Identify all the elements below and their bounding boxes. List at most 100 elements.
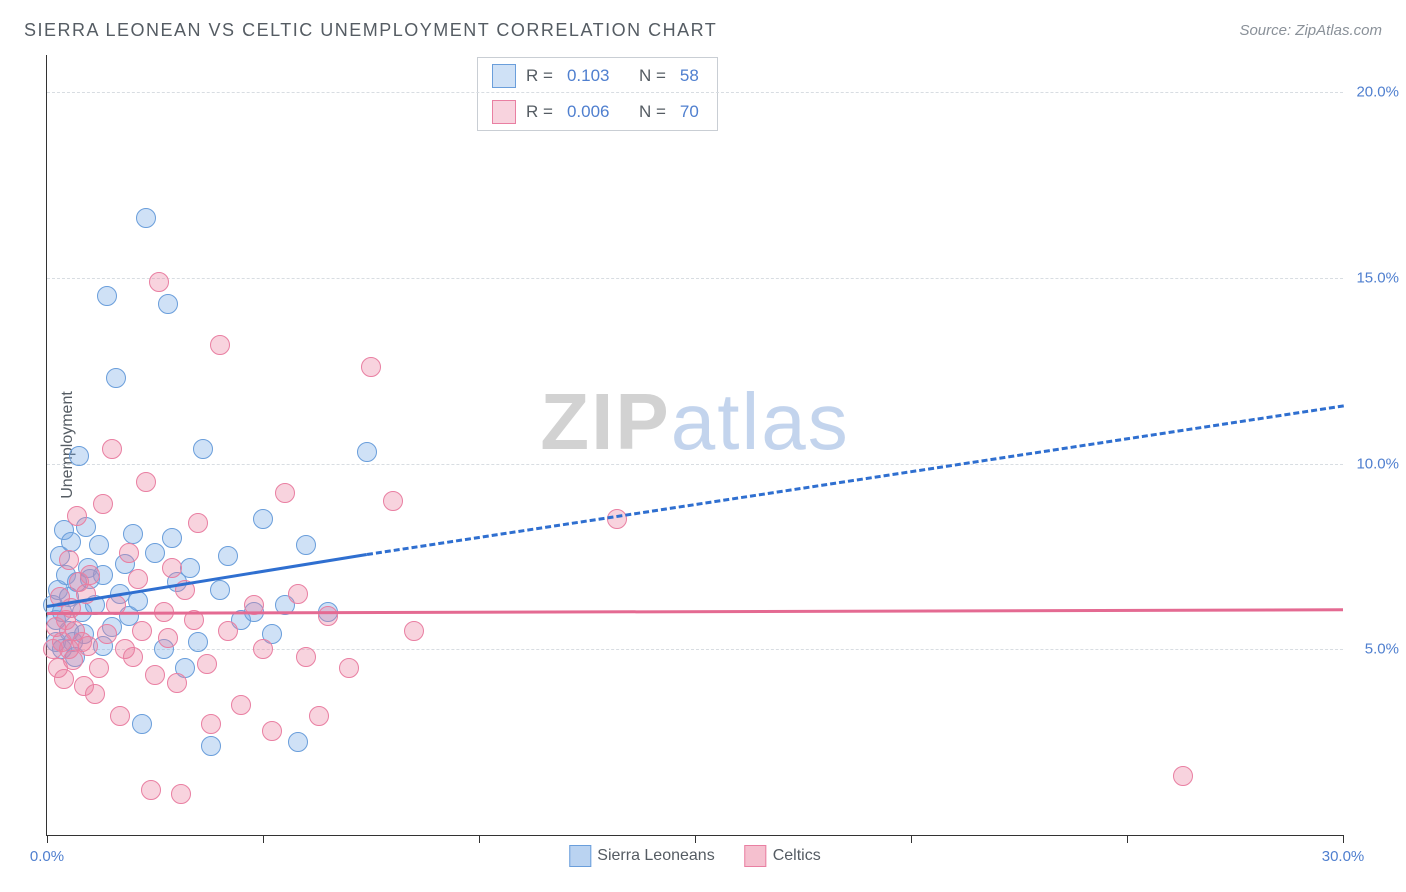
data-point	[162, 558, 182, 578]
data-point	[158, 294, 178, 314]
data-point	[318, 606, 338, 626]
data-point	[145, 543, 165, 563]
data-point	[97, 286, 117, 306]
legend-r-label: R =	[526, 66, 553, 86]
data-point	[80, 565, 100, 585]
legend-swatch	[492, 64, 516, 88]
data-point	[275, 483, 295, 503]
y-tick-label: 5.0%	[1365, 641, 1399, 658]
x-tick	[263, 835, 264, 843]
gridline	[47, 278, 1343, 279]
source-attribution: Source: ZipAtlas.com	[1239, 22, 1382, 39]
data-point	[180, 558, 200, 578]
gridline	[47, 464, 1343, 465]
data-point	[339, 658, 359, 678]
data-point	[210, 335, 230, 355]
data-point	[63, 650, 83, 670]
x-tick	[479, 835, 480, 843]
data-point	[89, 658, 109, 678]
data-point	[171, 784, 191, 804]
data-point	[106, 368, 126, 388]
data-point	[201, 736, 221, 756]
legend-row: R = 0.006 N = 70	[478, 94, 717, 130]
legend-n-label: N =	[639, 66, 666, 86]
legend-item: Celtics	[745, 845, 821, 867]
data-point	[210, 580, 230, 600]
data-point	[383, 491, 403, 511]
data-point	[123, 647, 143, 667]
correlation-legend: R = 0.103 N = 58 R = 0.006 N = 70	[477, 57, 718, 131]
data-point	[158, 628, 178, 648]
y-tick-label: 10.0%	[1356, 455, 1399, 472]
data-point	[607, 509, 627, 529]
gridline	[47, 92, 1343, 93]
data-point	[97, 624, 117, 644]
data-point	[296, 535, 316, 555]
trend-line	[366, 404, 1343, 556]
data-point	[188, 513, 208, 533]
data-point	[162, 528, 182, 548]
data-point	[54, 669, 74, 689]
data-point	[93, 494, 113, 514]
data-point	[167, 673, 187, 693]
x-tick	[695, 835, 696, 843]
data-point	[78, 636, 98, 656]
legend-label: Sierra Leoneans	[597, 847, 714, 864]
watermark: ZIPatlas	[540, 376, 849, 468]
data-point	[67, 506, 87, 526]
data-point	[288, 732, 308, 752]
data-point	[61, 532, 81, 552]
data-point	[197, 654, 217, 674]
data-point	[145, 665, 165, 685]
scatter-plot-area: ZIPatlas R =0.103N =58R =0.006N =70 Sier…	[46, 55, 1343, 836]
legend-n-value: 58	[680, 66, 699, 86]
data-point	[85, 684, 105, 704]
data-point	[361, 357, 381, 377]
data-point	[1173, 766, 1193, 786]
legend-item: Sierra Leoneans	[569, 845, 714, 867]
gridline	[47, 649, 1343, 650]
x-tick	[911, 835, 912, 843]
legend-n-value: 70	[680, 102, 699, 122]
data-point	[136, 472, 156, 492]
legend-n-label: N =	[639, 102, 666, 122]
series-legend: Sierra Leoneans Celtics	[569, 845, 820, 867]
legend-swatch	[569, 845, 591, 867]
data-point	[231, 695, 251, 715]
data-point	[123, 524, 143, 544]
data-point	[296, 647, 316, 667]
data-point	[136, 208, 156, 228]
legend-r-label: R =	[526, 102, 553, 122]
data-point	[119, 543, 139, 563]
data-point	[357, 442, 377, 462]
data-point	[132, 714, 152, 734]
y-tick-label: 15.0%	[1356, 269, 1399, 286]
data-point	[188, 632, 208, 652]
data-point	[201, 714, 221, 734]
data-point	[253, 639, 273, 659]
data-point	[132, 621, 152, 641]
data-point	[59, 550, 79, 570]
y-tick-label: 20.0%	[1356, 84, 1399, 101]
data-point	[110, 706, 130, 726]
chart-title: SIERRA LEONEAN VS CELTIC UNEMPLOYMENT CO…	[24, 20, 717, 41]
x-tick	[1343, 835, 1344, 843]
data-point	[89, 535, 109, 555]
data-point	[253, 509, 273, 529]
data-point	[218, 621, 238, 641]
legend-r-value: 0.006	[567, 102, 625, 122]
data-point	[288, 584, 308, 604]
data-point	[69, 446, 89, 466]
x-tick	[1127, 835, 1128, 843]
x-tick-label: 0.0%	[30, 848, 64, 865]
data-point	[309, 706, 329, 726]
data-point	[404, 621, 424, 641]
legend-row: R = 0.103 N = 58	[478, 58, 717, 94]
data-point	[193, 439, 213, 459]
legend-r-value: 0.103	[567, 66, 625, 86]
x-tick-label: 30.0%	[1322, 848, 1365, 865]
data-point	[102, 439, 122, 459]
data-point	[128, 569, 148, 589]
data-point	[262, 721, 282, 741]
data-point	[218, 546, 238, 566]
